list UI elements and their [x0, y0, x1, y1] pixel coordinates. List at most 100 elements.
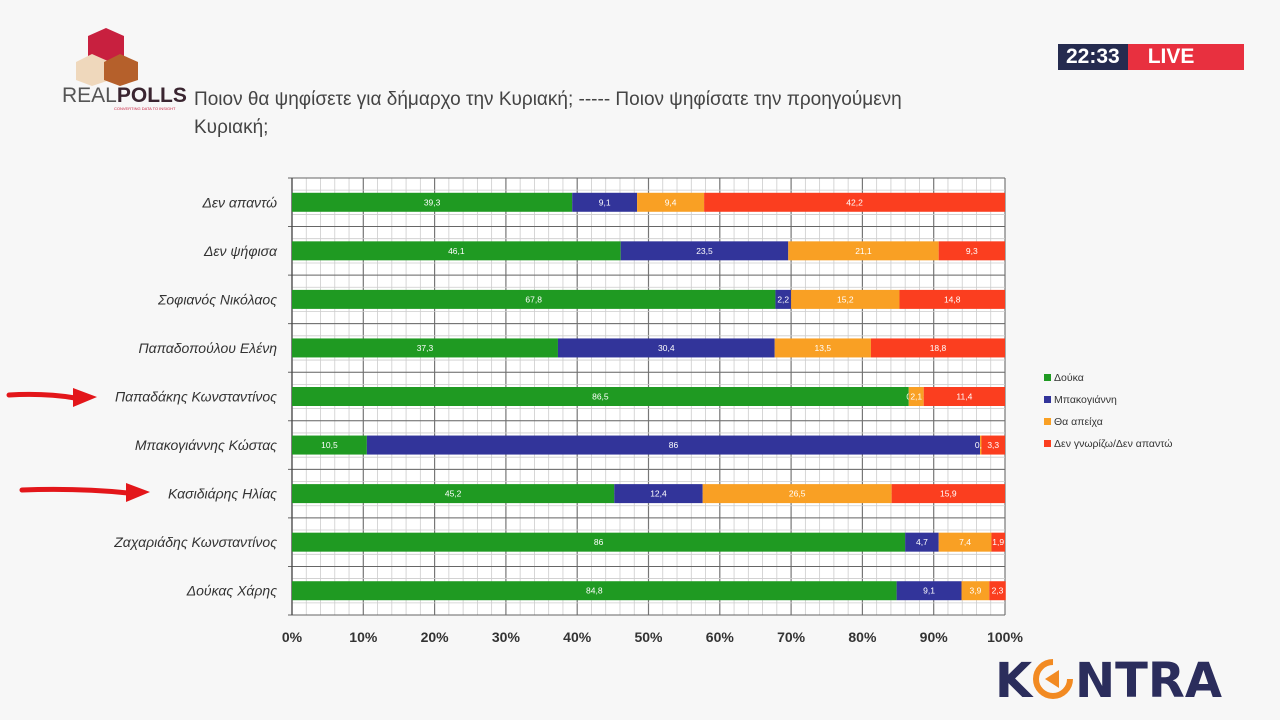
svg-text:NTRA: NTRA — [1075, 655, 1222, 705]
x-tick-label: 60% — [706, 629, 735, 645]
bar-segment — [981, 435, 1005, 455]
data-label: 23,5 — [696, 246, 713, 256]
category-label: Δούκας Χάρης — [186, 583, 278, 599]
legend-label: Μπακογιάννη — [1054, 394, 1117, 406]
data-label: 84,8 — [586, 586, 603, 596]
category-label: Σοφιανός Νικόλαος — [157, 291, 277, 307]
bar-segment — [870, 338, 1005, 358]
bar-segment — [292, 387, 909, 406]
data-label: 9,1 — [923, 586, 935, 596]
data-label: 11,4 — [956, 392, 972, 402]
data-label: 46,1 — [448, 246, 465, 256]
svg-text:K: K — [995, 655, 1034, 705]
data-label: 21,1 — [855, 246, 872, 256]
legend-swatch — [1044, 374, 1051, 381]
x-tick-label: 80% — [848, 629, 877, 645]
bar-segment — [620, 241, 789, 261]
red-arrow-annotation — [19, 483, 150, 502]
data-label: 13,5 — [815, 343, 832, 353]
bar-segment — [704, 192, 1005, 212]
broadcast-clock: 22:33 LIVE — [1058, 44, 1245, 70]
data-label: 9,4 — [665, 197, 677, 207]
realpolls-logo: REALPOLLS CONVERTING DATA TO INSIGHT — [62, 28, 187, 111]
category-label: Κασιδιάρης Ηλίας — [168, 486, 277, 502]
data-label: 42,2 — [846, 197, 863, 207]
x-tick-label: 40% — [563, 629, 592, 645]
data-label: 86 — [594, 537, 604, 547]
data-label: 12,4 — [650, 489, 667, 499]
bar-segment — [292, 289, 776, 309]
category-label: Παπαδάκης Κωνσταντίνος — [115, 389, 277, 405]
data-label: 15,9 — [940, 489, 957, 499]
x-tick-label: 100% — [987, 629, 1023, 645]
data-label: 37,3 — [417, 343, 434, 353]
data-label: 4,7 — [916, 537, 928, 547]
legend-swatch — [1044, 440, 1051, 447]
bar-segment — [791, 289, 900, 309]
bar-segment — [989, 581, 1006, 601]
bar-segment — [292, 338, 558, 358]
kontra-logo: K NTRA — [995, 655, 1222, 705]
category-label: Ζαχαριάδης Κωνσταντίνος — [113, 534, 277, 550]
category-label: Δεν απαντώ — [201, 194, 277, 210]
data-label: 39,3 — [424, 197, 441, 207]
data-label: 15,2 — [837, 294, 854, 304]
data-label: 9,1 — [599, 197, 611, 207]
bar-segment — [637, 192, 705, 212]
category-label: Παπαδοπούλου Ελένη — [138, 340, 277, 356]
bar-segment — [774, 338, 871, 358]
x-tick-label: 0% — [282, 629, 303, 645]
x-tick-label: 10% — [349, 629, 378, 645]
bar-segment — [292, 435, 367, 455]
x-tick-label: 20% — [421, 629, 450, 645]
bar-segment — [938, 532, 992, 552]
bar-segment — [905, 532, 939, 552]
legend-swatch — [1044, 396, 1051, 403]
bar-segment — [775, 289, 792, 309]
legend-label: Θα απείχα — [1054, 416, 1103, 428]
bar-segment — [896, 581, 962, 601]
bar-segment — [961, 581, 990, 601]
data-label: 7,4 — [959, 537, 971, 547]
bar-segment — [891, 484, 1005, 504]
data-label: 2,1 — [910, 392, 922, 402]
data-label: 2,3 — [992, 586, 1004, 596]
data-label: 3,9 — [969, 586, 981, 596]
data-label: 10,5 — [321, 440, 338, 450]
x-tick-label: 90% — [920, 629, 949, 645]
bar-segment — [366, 435, 981, 455]
category-label: Δεν ψήφισα — [203, 243, 278, 259]
data-label: 0,2 — [975, 440, 987, 450]
data-label: 14,8 — [944, 294, 961, 304]
bar-segment — [908, 387, 924, 406]
bar-segment — [899, 289, 1005, 309]
data-label: 9,3 — [966, 246, 978, 256]
bar-segment — [572, 192, 638, 212]
svg-text:REALPOLLS: REALPOLLS — [62, 84, 187, 107]
data-label: 67,8 — [525, 294, 542, 304]
data-label: 1,9 — [992, 537, 1004, 547]
bar-segment — [702, 484, 892, 504]
data-label: 2,2 — [777, 294, 789, 304]
category-label: Μπακογιάννης Κώστας — [135, 437, 277, 453]
live-badge: LIVE — [1127, 44, 1245, 70]
data-label: 86 — [669, 440, 679, 450]
data-label: 86,5 — [592, 392, 609, 402]
bar-segment — [991, 532, 1005, 552]
legend-label: Δεν γνωρίζω/Δεν απαντώ — [1054, 438, 1172, 450]
bar-segment — [980, 435, 982, 455]
bar-segment — [292, 484, 615, 504]
bar-segment — [614, 484, 703, 504]
data-label: 26,5 — [789, 489, 806, 499]
x-tick-label: 50% — [634, 629, 663, 645]
chart-title: Ποιον θα ψηφίσετε για δήμαρχο την Κυριακ… — [194, 89, 902, 138]
data-label: 45,2 — [445, 489, 462, 499]
legend-swatch — [1044, 418, 1051, 425]
bar-segment — [292, 581, 897, 601]
data-label: 18,8 — [930, 343, 947, 353]
time: 22:33 — [1058, 44, 1128, 70]
x-tick-label: 30% — [492, 629, 521, 645]
x-tick-label: 70% — [777, 629, 806, 645]
bar-segment — [938, 241, 1005, 261]
